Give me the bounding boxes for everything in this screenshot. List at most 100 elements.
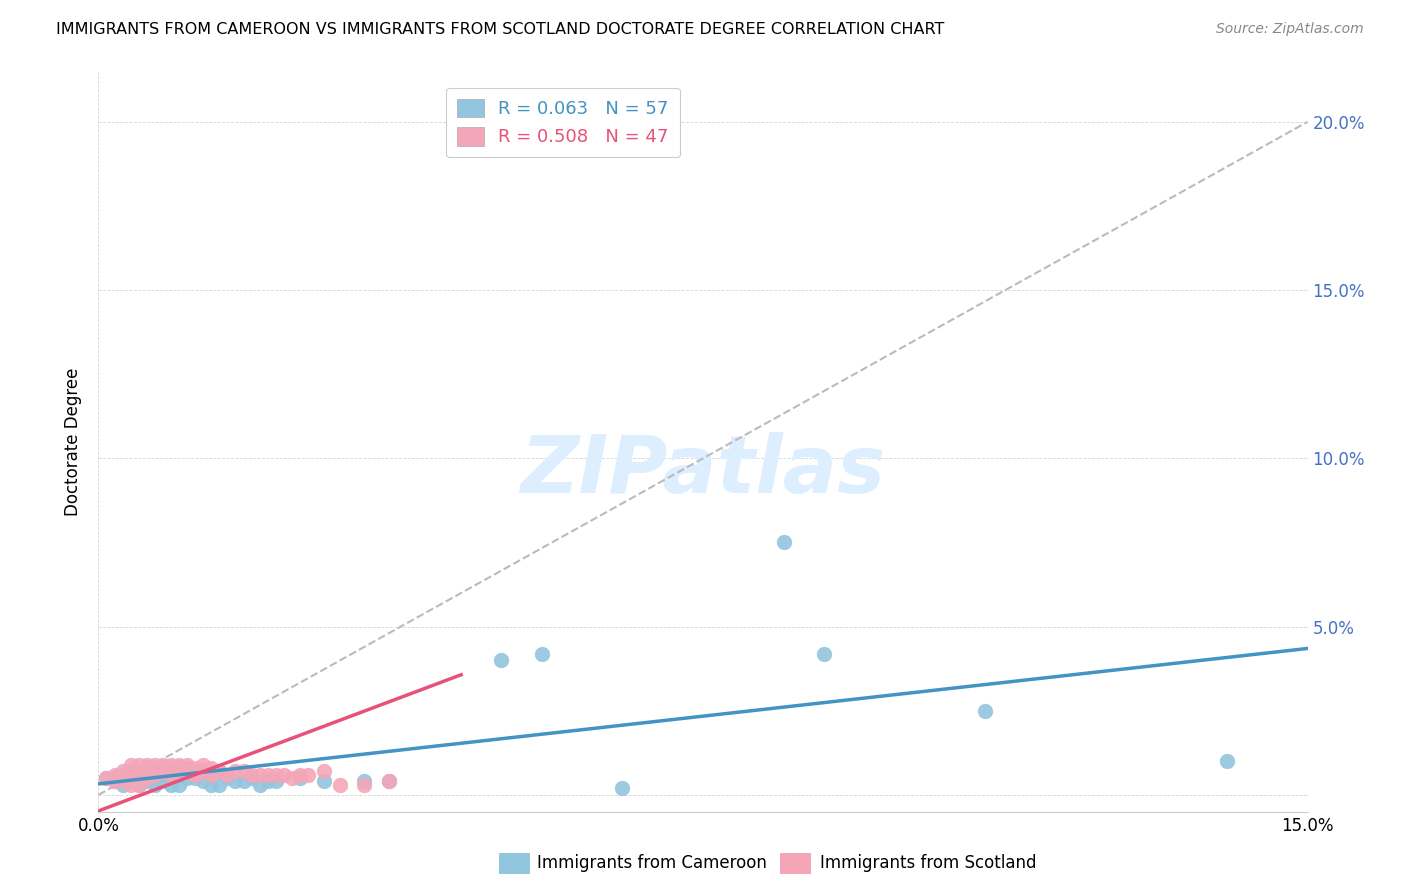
- Point: [176, 761, 198, 775]
- Point: [111, 764, 134, 779]
- Point: [217, 767, 239, 781]
- Point: [143, 764, 166, 779]
- Point: [111, 774, 134, 789]
- Point: [103, 771, 125, 785]
- Point: [217, 771, 239, 785]
- Point: [530, 647, 553, 661]
- Point: [120, 774, 142, 789]
- Point: [167, 778, 190, 792]
- Point: [264, 774, 287, 789]
- Point: [208, 764, 231, 779]
- Point: [176, 771, 198, 785]
- Text: Immigrants from Scotland: Immigrants from Scotland: [820, 855, 1036, 872]
- Point: [128, 778, 150, 792]
- Point: [120, 778, 142, 792]
- Point: [224, 774, 246, 789]
- Point: [288, 767, 311, 781]
- Point: [314, 774, 336, 789]
- Point: [200, 761, 222, 775]
- Point: [120, 767, 142, 781]
- Point: [193, 757, 215, 772]
- Point: [240, 767, 263, 781]
- Point: [167, 767, 190, 781]
- Point: [160, 764, 183, 779]
- Point: [96, 771, 118, 785]
- Point: [143, 757, 166, 772]
- Point: [208, 764, 231, 779]
- Point: [314, 764, 336, 779]
- Point: [143, 761, 166, 775]
- Point: [135, 771, 157, 785]
- Point: [135, 764, 157, 779]
- Point: [135, 757, 157, 772]
- Point: [329, 778, 352, 792]
- Point: [111, 771, 134, 785]
- Point: [1216, 754, 1239, 768]
- Point: [240, 771, 263, 785]
- Point: [273, 767, 295, 781]
- Point: [152, 757, 174, 772]
- Point: [152, 774, 174, 789]
- Point: [612, 781, 634, 796]
- Point: [128, 767, 150, 781]
- Point: [128, 757, 150, 772]
- Point: [143, 771, 166, 785]
- Point: [353, 774, 375, 789]
- Point: [297, 767, 319, 781]
- Point: [128, 778, 150, 792]
- Text: Immigrants from Cameroon: Immigrants from Cameroon: [537, 855, 766, 872]
- Point: [264, 767, 287, 781]
- Point: [193, 764, 215, 779]
- Point: [200, 778, 222, 792]
- Point: [208, 778, 231, 792]
- Point: [160, 761, 183, 775]
- Point: [200, 764, 222, 779]
- Point: [143, 767, 166, 781]
- Text: Source: ZipAtlas.com: Source: ZipAtlas.com: [1216, 22, 1364, 37]
- Point: [176, 764, 198, 779]
- Point: [193, 764, 215, 779]
- Point: [160, 767, 183, 781]
- Point: [184, 771, 207, 785]
- Point: [103, 767, 125, 781]
- Point: [167, 764, 190, 779]
- Point: [111, 767, 134, 781]
- Text: ZIPatlas: ZIPatlas: [520, 432, 886, 510]
- Point: [200, 767, 222, 781]
- Point: [152, 761, 174, 775]
- Point: [103, 774, 125, 789]
- Point: [128, 764, 150, 779]
- Point: [377, 774, 399, 789]
- Point: [152, 764, 174, 779]
- Point: [103, 774, 125, 789]
- Point: [249, 767, 271, 781]
- Point: [96, 771, 118, 785]
- Point: [232, 764, 254, 779]
- Point: [224, 764, 246, 779]
- Point: [152, 767, 174, 781]
- Point: [813, 647, 835, 661]
- Point: [249, 778, 271, 792]
- Y-axis label: Doctorate Degree: Doctorate Degree: [65, 368, 83, 516]
- Point: [256, 774, 278, 789]
- Point: [184, 761, 207, 775]
- Point: [120, 764, 142, 779]
- Point: [232, 774, 254, 789]
- Point: [120, 767, 142, 781]
- Point: [974, 704, 997, 718]
- Point: [135, 767, 157, 781]
- Point: [135, 774, 157, 789]
- Point: [288, 771, 311, 785]
- Point: [167, 757, 190, 772]
- Point: [111, 778, 134, 792]
- Point: [256, 767, 278, 781]
- Point: [160, 778, 183, 792]
- Text: IMMIGRANTS FROM CAMEROON VS IMMIGRANTS FROM SCOTLAND DOCTORATE DEGREE CORRELATIO: IMMIGRANTS FROM CAMEROON VS IMMIGRANTS F…: [56, 22, 945, 37]
- Point: [167, 761, 190, 775]
- Point: [128, 771, 150, 785]
- Point: [184, 764, 207, 779]
- Point: [120, 757, 142, 772]
- Point: [193, 774, 215, 789]
- Point: [281, 771, 304, 785]
- Point: [128, 774, 150, 789]
